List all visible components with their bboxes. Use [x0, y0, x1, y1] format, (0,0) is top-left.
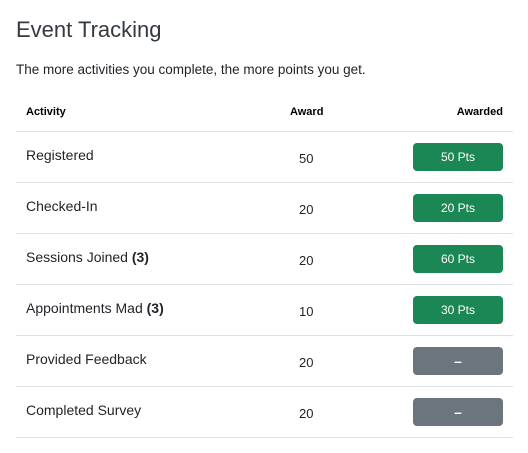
table-row: Completed Survey 20 – [16, 387, 513, 438]
activity-name: Registered [26, 147, 94, 163]
award-value: 20 [299, 406, 314, 421]
page-subtitle: The more activities you complete, the mo… [16, 62, 366, 77]
award-value: 20 [299, 253, 314, 268]
table-header: Activity Award Awarded [16, 94, 513, 132]
table-row: Provided Feedback 20 – [16, 336, 513, 387]
not-awarded-badge: – [413, 347, 503, 375]
awarded-points-badge: 60 Pts [413, 245, 503, 273]
table-row: Sessions Joined (3) 20 60 Pts [16, 234, 513, 285]
column-header-awarded: Awarded [456, 106, 503, 118]
table-row: Checked-In 20 20 Pts [16, 183, 513, 234]
awarded-points-badge: 20 Pts [413, 194, 503, 222]
award-value: 50 [299, 151, 314, 166]
not-awarded-badge: – [413, 398, 503, 426]
table-row: Appointments Mad (3) 10 30 Pts [16, 285, 513, 336]
activity-name: Appointments Mad (3) [26, 300, 164, 316]
activity-name: Provided Feedback [26, 351, 147, 367]
page-title: Event Tracking [16, 17, 162, 42]
column-header-activity: Activity [26, 106, 66, 118]
awarded-points-badge: 50 Pts [413, 143, 503, 171]
activity-count: (3) [146, 300, 164, 316]
activity-name: Completed Survey [26, 402, 142, 418]
activity-name: Checked-In [26, 198, 98, 214]
table-row: Registered 50 50 Pts [16, 132, 513, 183]
activity-table: Activity Award Awarded Registered 50 50 … [16, 94, 513, 438]
column-header-award: Award [290, 106, 324, 118]
awarded-points-badge: 30 Pts [413, 296, 503, 324]
award-value: 20 [299, 355, 314, 370]
award-value: 20 [299, 202, 314, 217]
activity-count: (3) [131, 249, 149, 265]
award-value: 10 [299, 304, 314, 319]
activity-name: Sessions Joined (3) [26, 249, 149, 265]
